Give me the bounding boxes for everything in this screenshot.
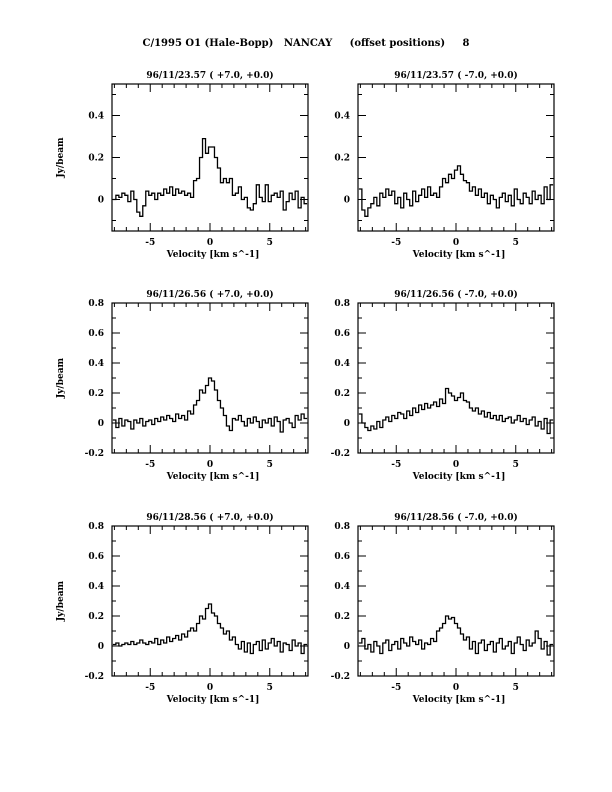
y-tick-label: 0.8 — [334, 522, 350, 532]
y-axis-label: Jy/beam — [56, 137, 66, 179]
y-tick-label: 0 — [344, 196, 350, 206]
y-tick-label: 0.4 — [88, 359, 104, 369]
y-tick-label: 0.6 — [334, 552, 350, 562]
x-tick-label: -5 — [391, 683, 401, 693]
y-tick-label: 0.6 — [88, 552, 104, 562]
y-tick-label: 0.4 — [88, 582, 104, 592]
y-tick-label: 0.4 — [88, 112, 104, 122]
panel-title: 96/11/23.57 ( +7.0, +0.0) — [146, 70, 273, 81]
x-axis-label: Velocity [km s^-1] — [166, 472, 260, 482]
panel-4 — [357, 302, 555, 454]
x-tick-label: -5 — [145, 238, 155, 248]
spectrum-histogram — [358, 615, 554, 656]
spectrum-histogram — [358, 165, 554, 217]
x-tick-label: 5 — [267, 683, 273, 693]
plot-frame — [111, 83, 309, 232]
spectrum-histogram — [112, 603, 308, 655]
y-tick-label: 0 — [344, 642, 350, 652]
panel-1 — [111, 83, 309, 232]
panel-2 — [357, 83, 555, 232]
y-tick-label: 0 — [344, 419, 350, 429]
y-tick-label: 0.4 — [334, 359, 350, 369]
y-tick-label: 0 — [98, 642, 104, 652]
panel-title: 96/11/26.56 ( -7.0, +0.0) — [394, 289, 517, 300]
plot-frame — [357, 83, 555, 232]
y-tick-label: 0 — [98, 196, 104, 206]
spectrum-histogram — [112, 377, 308, 433]
y-axis-label: Jy/beam — [56, 357, 66, 399]
x-tick-label: 5 — [267, 238, 273, 248]
y-tick-label: 0.2 — [88, 389, 104, 399]
panel-title: 96/11/28.56 ( +7.0, +0.0) — [146, 512, 273, 523]
spectrum-histogram — [112, 137, 308, 217]
x-tick-label: 5 — [513, 683, 519, 693]
y-tick-label: 0.4 — [334, 112, 350, 122]
y-tick-label: 0.8 — [88, 522, 104, 532]
x-axis-label: Velocity [km s^-1] — [412, 472, 506, 482]
x-tick-label: -5 — [391, 238, 401, 248]
x-axis-label: Velocity [km s^-1] — [166, 695, 260, 705]
x-tick-label: -5 — [391, 460, 401, 470]
spectrum-histogram — [358, 387, 554, 435]
y-tick-label: 0.2 — [334, 154, 350, 164]
y-tick-label: 0.2 — [334, 612, 350, 622]
y-tick-label: 0.2 — [334, 389, 350, 399]
x-tick-label: 0 — [207, 460, 213, 470]
y-tick-label: 0.4 — [334, 582, 350, 592]
y-tick-label: 0.8 — [334, 299, 350, 309]
x-tick-label: -5 — [145, 683, 155, 693]
plot-frame — [111, 525, 309, 677]
y-tick-label: 0.6 — [334, 329, 350, 339]
y-tick-label: 0 — [98, 419, 104, 429]
x-axis-label: Velocity [km s^-1] — [412, 695, 506, 705]
panel-6 — [357, 525, 555, 677]
y-axis-label: Jy/beam — [56, 580, 66, 622]
y-tick-label: -0.2 — [331, 449, 350, 459]
x-tick-label: 0 — [453, 460, 459, 470]
y-tick-label: 0.2 — [88, 612, 104, 622]
x-tick-label: -5 — [145, 460, 155, 470]
x-tick-label: 5 — [513, 238, 519, 248]
x-tick-label: 0 — [207, 683, 213, 693]
figure-title: C/1995 O1 (Hale-Bopp) NANCAY (offset pos… — [142, 38, 470, 49]
plot-frame — [357, 302, 555, 454]
panel-title: 96/11/23.57 ( -7.0, +0.0) — [394, 70, 517, 81]
y-tick-label: 0.6 — [88, 329, 104, 339]
x-axis-label: Velocity [km s^-1] — [412, 250, 506, 260]
x-axis-label: Velocity [km s^-1] — [166, 250, 260, 260]
panel-title: 96/11/26.56 ( +7.0, +0.0) — [146, 289, 273, 300]
y-tick-label: -0.2 — [331, 672, 350, 682]
x-tick-label: 0 — [207, 238, 213, 248]
x-tick-label: 5 — [267, 460, 273, 470]
panel-3 — [111, 302, 309, 454]
y-tick-label: -0.2 — [85, 672, 104, 682]
y-tick-label: 0.8 — [88, 299, 104, 309]
panel-5 — [111, 525, 309, 677]
plot-frame — [357, 525, 555, 677]
x-tick-label: 0 — [453, 683, 459, 693]
x-tick-label: 5 — [513, 460, 519, 470]
x-tick-label: 0 — [453, 238, 459, 248]
y-tick-label: -0.2 — [85, 449, 104, 459]
y-tick-label: 0.2 — [88, 154, 104, 164]
panel-title: 96/11/28.56 ( -7.0, +0.0) — [394, 512, 517, 523]
